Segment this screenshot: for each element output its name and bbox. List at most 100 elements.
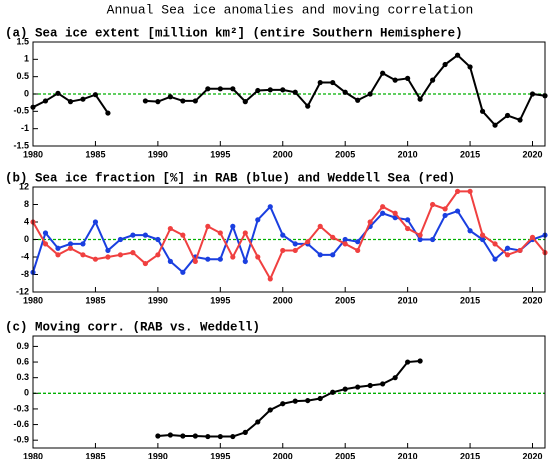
figure-title: Annual Sea ice anomalies and moving corr… [107, 2, 474, 17]
data-point [42, 230, 49, 236]
plot-frame [32, 335, 546, 449]
data-point [467, 188, 473, 194]
data-point [280, 87, 286, 93]
data-point [180, 98, 186, 104]
data-point [292, 247, 298, 254]
data-point [255, 254, 261, 260]
data-point [230, 223, 236, 229]
data-point [317, 223, 323, 229]
data-point [330, 79, 336, 86]
data-point [167, 94, 173, 100]
data-point [280, 232, 286, 238]
plot-frame [32, 41, 546, 147]
data-point [430, 201, 436, 208]
y-tick-label: 0 [24, 234, 29, 244]
x-tick-label: 1995 [210, 295, 230, 305]
y-tick-label: 0.5 [16, 71, 29, 81]
x-tick-label: 1980 [23, 451, 43, 459]
data-point [205, 433, 211, 440]
data-point [330, 389, 336, 395]
data-point [355, 247, 361, 254]
data-point [180, 433, 186, 439]
x-tick-label: 2010 [398, 149, 418, 159]
data-point [467, 228, 473, 234]
data-point [117, 252, 124, 258]
y-tick-label: -0.9 [13, 435, 29, 445]
x-tick-label: 2000 [273, 295, 293, 305]
data-point [355, 384, 361, 390]
data-point [55, 252, 61, 258]
data-point [280, 401, 286, 407]
x-tick-label: 1995 [210, 451, 230, 459]
data-point [267, 407, 273, 413]
data-point [405, 217, 411, 223]
data-point [230, 433, 236, 440]
data-point [330, 252, 336, 258]
data-point [242, 258, 248, 264]
y-tick-label: -0.6 [13, 419, 29, 429]
x-tick-label: 2015 [460, 149, 480, 159]
data-point [492, 241, 498, 247]
x-tick-label: 1990 [148, 295, 168, 305]
data-point [92, 219, 99, 225]
data-point [255, 419, 261, 425]
data-point [380, 381, 386, 387]
x-tick-label: 2000 [273, 451, 293, 459]
x-tick-label: 1990 [148, 451, 168, 459]
data-point [205, 223, 211, 229]
y-tick-label: 1.5 [16, 36, 29, 46]
data-point [130, 232, 136, 238]
x-tick-label: 2000 [273, 149, 293, 159]
data-point [92, 256, 99, 262]
data-point [317, 395, 323, 402]
x-tick-label: 1985 [85, 295, 105, 305]
data-point [217, 256, 223, 262]
data-point [442, 206, 448, 212]
data-point [305, 239, 311, 245]
data-point [167, 432, 173, 438]
data-point [180, 269, 186, 275]
data-point [130, 250, 136, 256]
data-point [380, 204, 386, 210]
data-point [492, 122, 498, 128]
data-point [342, 236, 348, 243]
data-point [392, 375, 398, 381]
data-point [142, 232, 148, 238]
x-tick-label: 1980 [23, 149, 43, 159]
data-point [342, 241, 348, 247]
data-point [167, 258, 173, 264]
data-point [479, 232, 486, 238]
x-tick-label: 2020 [522, 149, 542, 159]
x-tick-label: 1985 [85, 451, 105, 459]
plot-frame [32, 186, 546, 293]
x-tick-label: 2015 [460, 451, 480, 459]
x-tick-label: 2020 [522, 451, 542, 459]
data-point [405, 225, 411, 232]
data-point [305, 103, 311, 109]
data-point [430, 77, 436, 83]
data-point [192, 258, 198, 264]
data-point [292, 398, 298, 404]
x-tick-label: 2005 [335, 451, 355, 459]
data-point [105, 247, 111, 254]
data-point [255, 87, 261, 94]
x-tick-label: 2010 [398, 295, 418, 305]
data-point [142, 260, 148, 267]
data-point [479, 108, 486, 114]
data-point [479, 236, 486, 243]
data-point [367, 91, 373, 97]
data-point [192, 98, 198, 104]
data-point [217, 433, 223, 440]
data-point [517, 247, 523, 254]
data-point [417, 232, 423, 238]
data-point [42, 241, 49, 247]
data-point [180, 232, 186, 238]
data-point [242, 230, 248, 236]
data-point [155, 236, 161, 243]
data-point [317, 79, 323, 86]
data-point [255, 217, 261, 223]
data-point [55, 245, 61, 251]
data-point [105, 254, 111, 260]
data-point [42, 98, 49, 104]
data-point [392, 77, 398, 83]
